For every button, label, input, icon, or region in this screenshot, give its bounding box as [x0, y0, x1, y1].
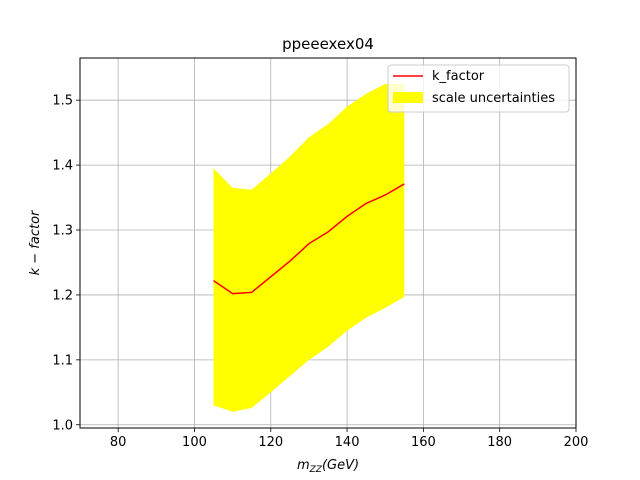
scale-uncertainty-band	[213, 83, 405, 412]
y-axis: 1.0 1.1 1.2 1.3 1.4 1.5	[52, 94, 80, 433]
y-tick-label: 1.0	[52, 418, 73, 433]
x-axis-label: mZZ(GeV)	[297, 458, 359, 475]
plot-frame	[79, 57, 577, 429]
y-tick-label: 1.4	[52, 159, 73, 174]
x-tick-label: 100	[182, 435, 207, 450]
y-tick-label: 1.5	[52, 94, 73, 109]
k-factor-line	[213, 183, 405, 295]
y-tick-label: 1.3	[52, 224, 73, 239]
y-tick-label: 1.2	[52, 288, 73, 303]
y-tick-label: 1.1	[52, 353, 73, 368]
x-tick-label: 160	[411, 435, 436, 450]
chart-title: ppeeexex04	[282, 35, 374, 53]
x-tick-label: 180	[487, 435, 512, 450]
x-axis-label-main: m	[297, 458, 310, 473]
legend-label-k-factor: k_factor	[432, 69, 485, 84]
x-tick-label: 120	[258, 435, 283, 450]
x-tick-label: 80	[110, 435, 127, 450]
x-axis-label-sub: ZZ	[309, 465, 323, 475]
legend-swatch-scale-uncertainties	[393, 92, 423, 103]
x-axis-label-tail: (GeV)	[322, 458, 359, 473]
x-tick-label: 140	[335, 435, 360, 450]
x-tick-label: 200	[564, 435, 589, 450]
y-axis-label: k − factor	[28, 209, 43, 275]
legend-box	[387, 64, 570, 113]
legend-label-scale-uncertainties: scale uncertainties	[432, 91, 555, 106]
line-layer	[213, 183, 405, 295]
band-layer	[213, 83, 405, 412]
legend: k_factor scale uncertainties	[387, 64, 570, 113]
x-axis: 80 100 120 140 160 180 200	[110, 428, 589, 450]
